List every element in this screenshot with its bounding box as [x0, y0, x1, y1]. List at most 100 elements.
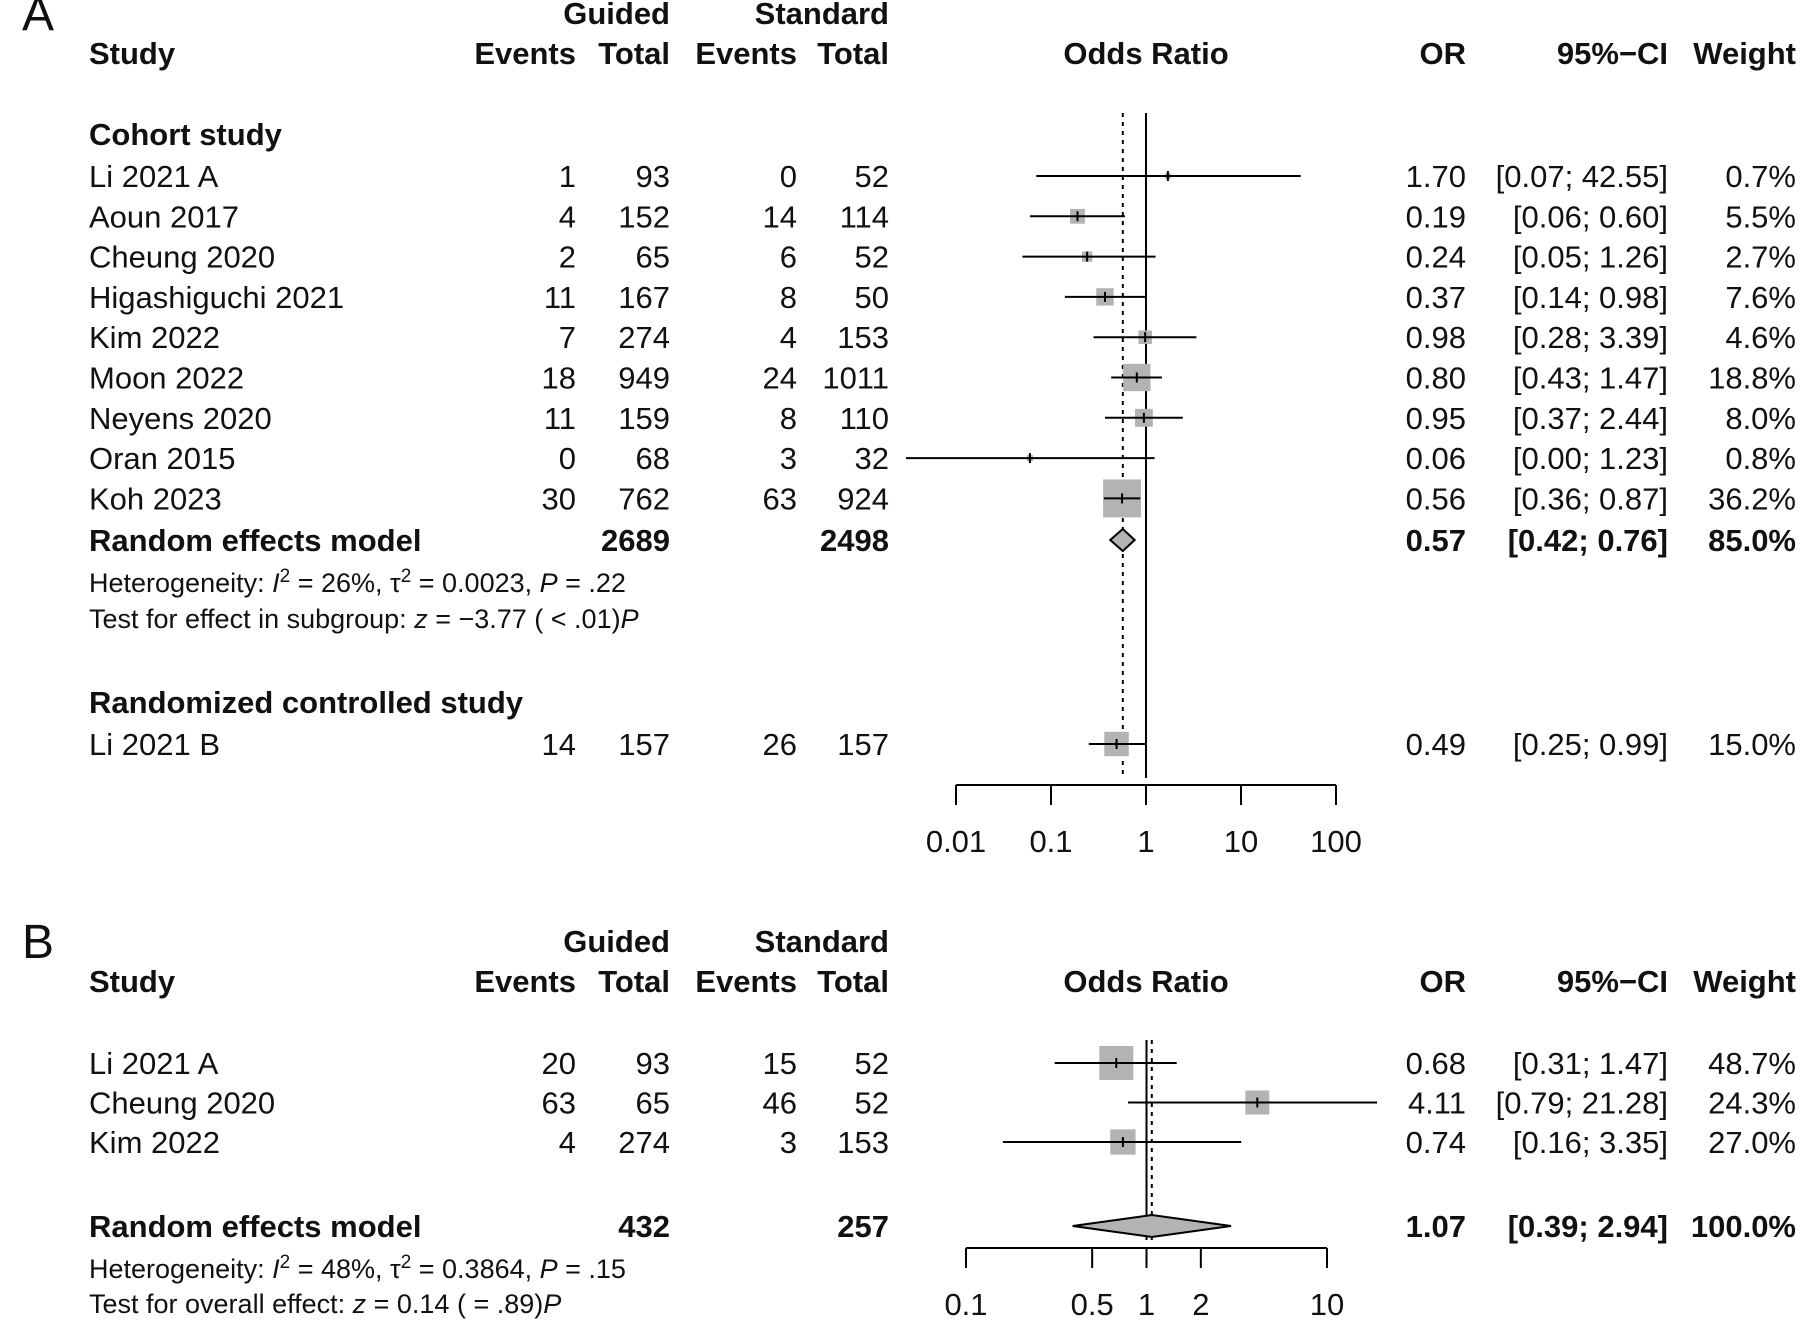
weight-value: 24.3% — [1708, 1086, 1796, 1121]
stats-text: Heterogeneity: I2 = 48%, τ2 = 0.3864, P … — [89, 1252, 626, 1285]
or-value: 0.95 — [1406, 401, 1466, 436]
guided-total: 167 — [618, 280, 670, 315]
column-header-standard-events: Events — [695, 36, 797, 71]
standard-events: 6 — [780, 240, 797, 275]
stats-text-part: z — [413, 604, 428, 634]
ci-value: [0.43; 1.47] — [1513, 361, 1668, 396]
column-header-ci: 95%−CI — [1557, 36, 1668, 71]
standard-total: 153 — [837, 320, 889, 355]
weight-value: 15.0% — [1708, 727, 1796, 762]
column-header-or: OR — [1420, 964, 1467, 999]
standard-events: 46 — [763, 1086, 797, 1121]
or-value: 0.24 — [1406, 240, 1466, 275]
guided-events: 1 — [559, 159, 576, 194]
column-header-study: Study — [89, 964, 176, 999]
pooled-weight-value: 100.0% — [1691, 1209, 1796, 1244]
column-header-standard-events: Events — [695, 964, 797, 999]
guided-total: 274 — [618, 320, 670, 355]
pooled-or-value: 1.07 — [1406, 1209, 1466, 1244]
stats-text-part: 2 — [401, 1252, 412, 1273]
or-value: 0.68 — [1406, 1046, 1466, 1081]
ci-value: [0.05; 1.26] — [1513, 240, 1668, 275]
pooled-or-value: 0.57 — [1406, 523, 1466, 558]
pooled-ci-value: [0.42; 0.76] — [1508, 523, 1668, 558]
guided-total: 65 — [636, 240, 670, 275]
study-label: Moon 2022 — [89, 361, 244, 396]
or-value: 4.11 — [1408, 1086, 1466, 1121]
study-label: Higashiguchi 2021 — [89, 280, 344, 315]
guided-total: 152 — [618, 199, 670, 234]
column-header-guided-events: Events — [474, 964, 576, 999]
guided-events: 7 — [559, 320, 576, 355]
column-header-guided-total: Total — [598, 964, 670, 999]
standard-total: 114 — [840, 199, 889, 234]
stats-text-part: = 0.3864, — [411, 1254, 539, 1284]
stats-text-part: Heterogeneity: — [89, 568, 272, 598]
stats-text-part: = .15 — [558, 1254, 626, 1284]
or-value: 0.80 — [1406, 361, 1466, 396]
stats-text-part: I — [272, 1254, 280, 1284]
pooled-diamond — [1108, 527, 1137, 553]
section-title: Cohort study — [89, 117, 283, 152]
stats-text-part: I — [272, 568, 280, 598]
pooled-label: Random effects model — [89, 523, 421, 558]
study-label: Kim 2022 — [89, 1125, 220, 1160]
pooled-ci-value: [0.39; 2.94] — [1508, 1209, 1668, 1244]
ci-value: [0.79; 21.28] — [1496, 1086, 1668, 1121]
study-label: Kim 2022 — [89, 320, 220, 355]
or-value: 0.98 — [1406, 320, 1466, 355]
stats-text: Heterogeneity: I2 = 26%, τ2 = 0.0023, P … — [89, 566, 626, 599]
weight-value: 4.6% — [1725, 320, 1796, 355]
or-value: 0.06 — [1406, 441, 1466, 476]
guided-events: 2 — [559, 240, 576, 275]
ci-value: [0.36; 0.87] — [1513, 481, 1668, 516]
guided-total: 93 — [636, 159, 670, 194]
ci-value: [0.00; 1.23] — [1513, 441, 1668, 476]
stats-text-part: 2 — [401, 566, 412, 587]
standard-total: 50 — [855, 280, 889, 315]
or-value: 0.74 — [1406, 1125, 1466, 1160]
guided-events: 20 — [542, 1046, 576, 1081]
column-header-weight: Weight — [1693, 964, 1796, 999]
weight-value: 27.0% — [1708, 1125, 1796, 1160]
weight-value: 5.5% — [1725, 199, 1796, 234]
x-axis-tick-label: 100 — [1310, 824, 1362, 859]
x-axis-tick-label: 10 — [1224, 824, 1258, 859]
weight-value: 48.7% — [1708, 1046, 1796, 1081]
column-header-odds-ratio: Odds Ratio — [1063, 36, 1228, 71]
group-header-standard: Standard — [755, 0, 889, 31]
forest-plot-panel-b: B Guided Standard Study Events Total Events Tot… — [22, 916, 1796, 1320]
study-label: Koh 2023 — [89, 481, 222, 516]
column-header-guided-events: Events — [474, 36, 576, 71]
pooled-weight-value: 85.0% — [1708, 523, 1796, 558]
standard-total: 52 — [855, 1046, 889, 1081]
pooled-diamond — [1072, 1213, 1232, 1239]
stats-text-part: = 0.14 ( — [366, 1289, 466, 1319]
ci-value: [0.25; 0.99] — [1513, 727, 1668, 762]
ci-value: [0.06; 0.60] — [1513, 199, 1668, 234]
standard-total: 153 — [837, 1125, 889, 1160]
stats-text-part: = 26%, τ — [290, 568, 401, 598]
guided-events: 4 — [559, 199, 576, 234]
guided-events: 14 — [542, 727, 576, 762]
stats-text: Test for overall effect: z = 0.14 ( = .8… — [89, 1289, 561, 1319]
or-value: 0.56 — [1406, 481, 1466, 516]
weight-value: 0.7% — [1725, 159, 1796, 194]
x-axis-tick-label: 1 — [1138, 1287, 1155, 1320]
study-label: Li 2021 A — [89, 159, 219, 194]
guided-total: 65 — [636, 1086, 670, 1121]
ci-value: [0.14; 0.98] — [1513, 280, 1668, 315]
study-label: Cheung 2020 — [89, 1086, 275, 1121]
standard-total: 924 — [837, 481, 889, 516]
stats-text-part: = 48%, τ — [290, 1254, 401, 1284]
weight-value: 0.8% — [1725, 441, 1796, 476]
x-axis-tick-label: 10 — [1310, 1287, 1344, 1320]
stats-text-part: Test for effect in subgroup: — [89, 604, 414, 634]
pooled-standard-total: 257 — [837, 1209, 889, 1244]
weight-value: 36.2% — [1708, 481, 1796, 516]
column-header-standard-total: Total — [817, 36, 889, 71]
panel-label: A — [22, 0, 54, 41]
standard-total: 110 — [840, 401, 889, 436]
study-label: Oran 2015 — [89, 441, 236, 476]
guided-total: 762 — [618, 481, 670, 516]
